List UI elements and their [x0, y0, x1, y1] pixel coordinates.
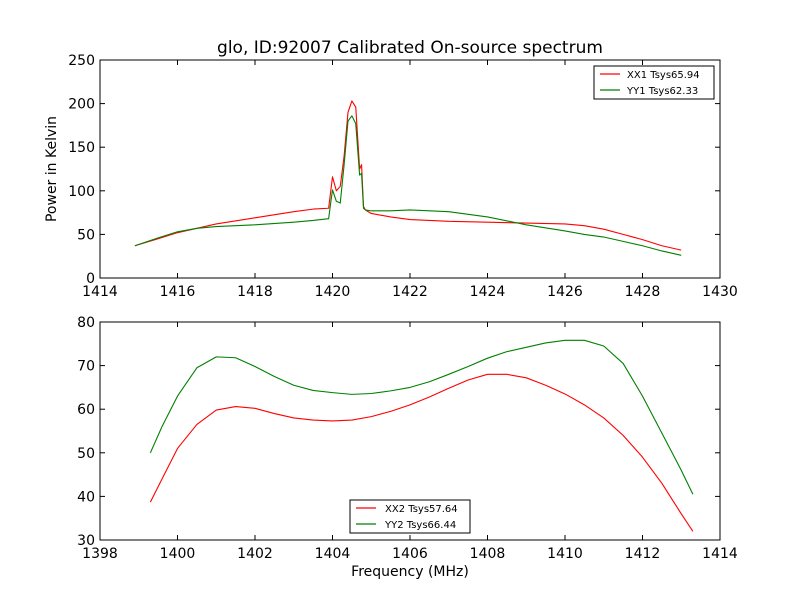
- bottom-legend-label-yy2: YY2 Tsys66.44: [384, 520, 456, 531]
- top-x-tick-label: 1416: [160, 284, 196, 300]
- top-y-tick-label: 250: [68, 53, 95, 69]
- top-legend-label-xx1: XX1 Tsys65.94: [627, 70, 700, 81]
- top-series-group: [134, 100, 682, 256]
- bottom-legend: XX2 Tsys57.64 YY2 Tsys66.44: [349, 499, 471, 534]
- bottom-y-tick-label: 60: [77, 402, 95, 418]
- bottom-x-tick-label: 1400: [160, 546, 196, 562]
- top-x-tick-label: 1422: [392, 284, 428, 300]
- bottom-panel: 1398 1400 1402 1404 1406 1408 1410 1412 1414 30 40…: [77, 315, 738, 580]
- top-x-tick-label: 1414: [82, 284, 118, 300]
- bottom-x-axis-label: Frequency (MHz): [351, 564, 469, 580]
- bottom-y-tick-label: 40: [77, 489, 95, 505]
- bottom-x-tick-label: 1414: [702, 546, 738, 562]
- top-y-tick-label: 150: [68, 140, 95, 156]
- top-series-line-1: [134, 115, 682, 256]
- top-y-tick-label: 200: [68, 97, 95, 113]
- bottom-axis-ticks: 1398 1400 1402 1404 1406 1408 1410 1412 1414 30 40…: [77, 315, 738, 562]
- top-x-tick-label: 1430: [702, 284, 738, 300]
- bottom-series-group: [149, 339, 694, 532]
- bottom-y-tick-label: 30: [77, 533, 95, 549]
- top-legend-box: [593, 65, 715, 100]
- bottom-x-tick-label: 1408: [470, 546, 506, 562]
- top-y-tick-label: 50: [77, 227, 95, 243]
- bottom-x-tick-label: 1406: [392, 546, 428, 562]
- bottom-y-tick-label: 70: [77, 359, 95, 375]
- bottom-x-tick-label: 1404: [315, 546, 351, 562]
- top-x-tick-label: 1418: [237, 284, 273, 300]
- top-x-tick-label: 1426: [547, 284, 583, 300]
- bottom-x-tick-label: 1402: [237, 546, 273, 562]
- bottom-legend-box: [349, 499, 471, 534]
- top-panel: 1414 1416 1418 1420 1422 1424 1426 1428 1430 0 50 1…: [44, 53, 738, 300]
- top-legend: XX1 Tsys65.94 YY1 Tsys62.33: [593, 65, 715, 100]
- bottom-y-tick-label: 80: [77, 315, 95, 331]
- top-y-tick-label: 100: [68, 184, 95, 200]
- top-x-tick-label: 1420: [315, 284, 351, 300]
- top-legend-label-yy1: YY1 Tsys62.33: [626, 86, 698, 97]
- top-y-tick-label: 0: [86, 271, 95, 287]
- bottom-series-line-0: [149, 373, 694, 532]
- top-x-tick-label: 1428: [625, 284, 661, 300]
- chart-title: glo, ID:92007 Calibrated On-source spect…: [217, 38, 603, 58]
- top-series-line-0: [134, 100, 682, 251]
- bottom-legend-label-xx2: XX2 Tsys57.64: [385, 504, 458, 515]
- top-y-axis-label: Power in Kelvin: [44, 116, 60, 222]
- bottom-x-tick-label: 1398: [82, 546, 118, 562]
- bottom-series-line-1: [149, 339, 694, 495]
- bottom-y-tick-label: 50: [77, 446, 95, 462]
- top-x-tick-label: 1424: [470, 284, 506, 300]
- bottom-x-tick-label: 1412: [625, 546, 661, 562]
- bottom-x-tick-label: 1410: [547, 546, 583, 562]
- top-axis-ticks: 1414 1416 1418 1420 1422 1424 1426 1428 1430 0 50 1…: [68, 53, 738, 300]
